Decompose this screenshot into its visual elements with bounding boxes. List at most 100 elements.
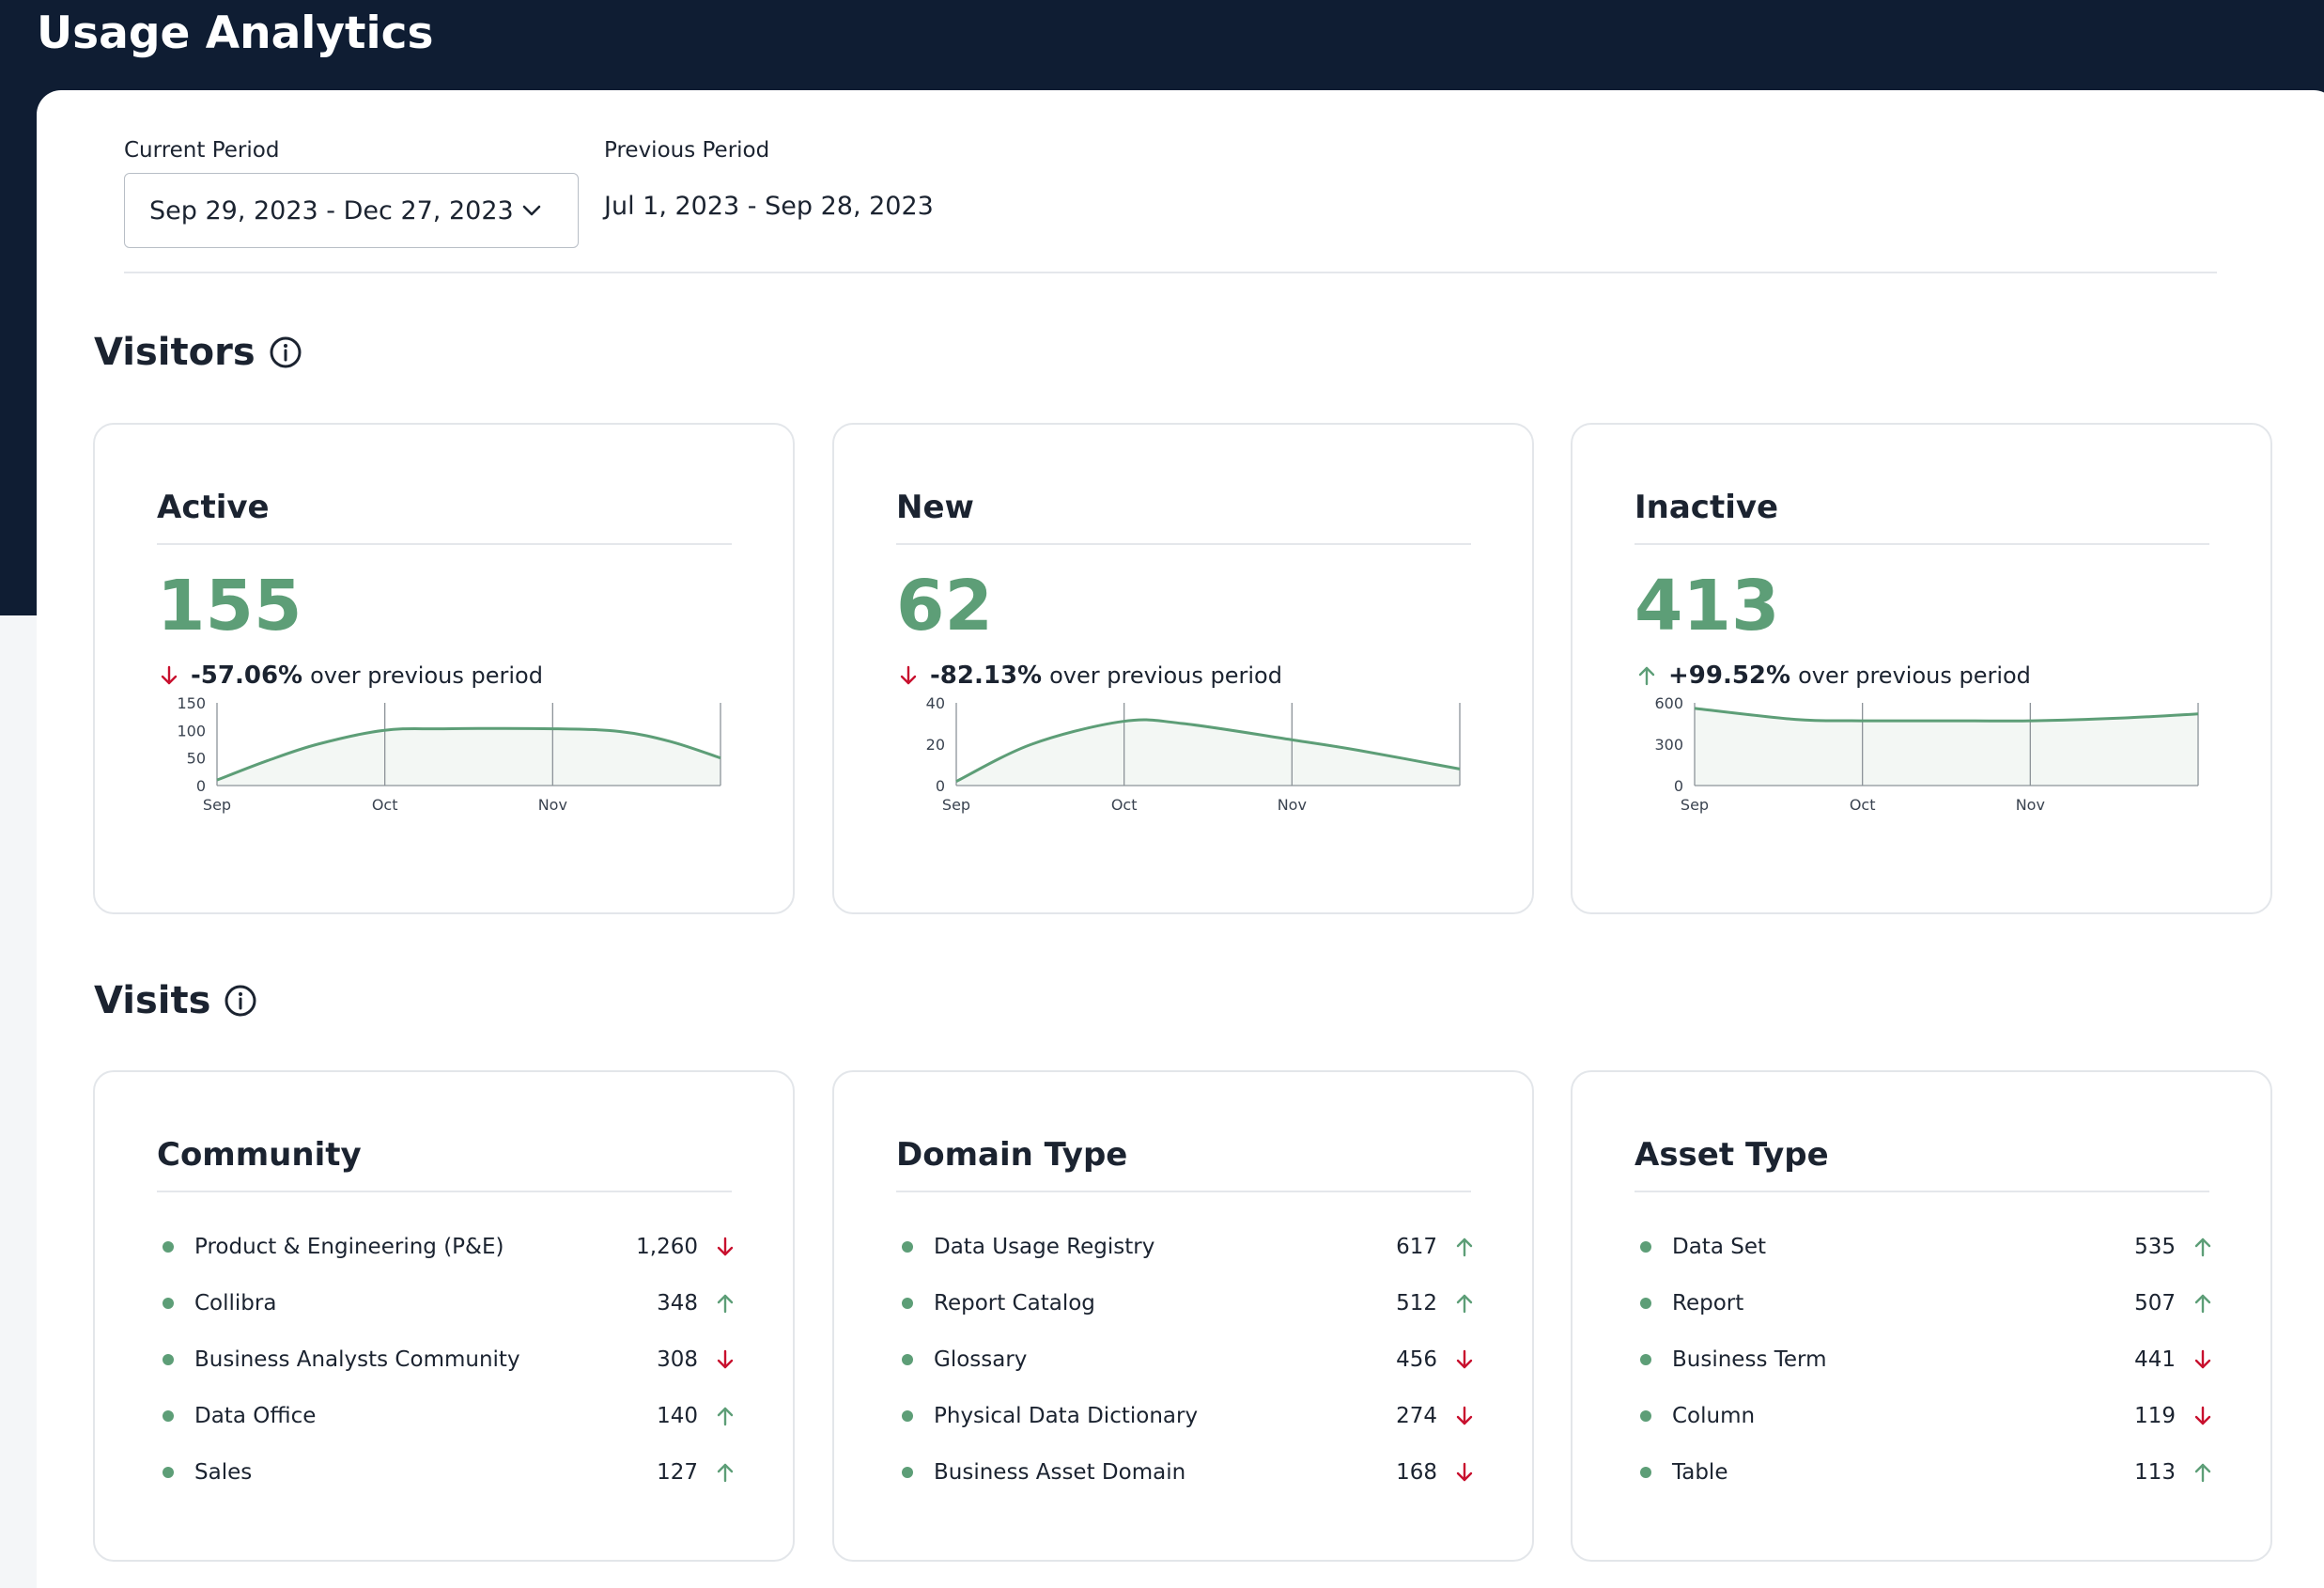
divider	[157, 1191, 732, 1192]
series-area	[217, 728, 720, 786]
bullet-dot	[902, 1410, 913, 1422]
arrow-down-icon	[161, 665, 178, 685]
item-count: 140	[657, 1404, 698, 1428]
list-item[interactable]: Business Term 441	[1635, 1331, 2213, 1388]
visits-list: Data Set 535 Report 507 Business Term 441 Colu…	[1635, 1219, 2213, 1501]
visits-list: Product & Engineering (P&E) 1,260 Collibra…	[157, 1219, 736, 1501]
current-period-value: Sep 29, 2023 - Dec 27, 2023	[149, 195, 514, 226]
x-tick-label: Sep	[203, 796, 231, 814]
change-row: -82.13% over previous period	[898, 662, 1282, 690]
current-period-group: Current Period	[124, 138, 279, 163]
visitor-card-new: New 62 -82.13% over previous period 40 20 0 Sep…	[832, 423, 1534, 914]
current-period-label: Current Period	[124, 138, 280, 163]
arrow-down-icon	[2194, 1406, 2211, 1425]
arrow-up-icon	[1456, 1238, 1473, 1257]
item-count: 512	[1396, 1291, 1437, 1316]
list-item[interactable]: Data Office 140	[157, 1388, 736, 1444]
list-item[interactable]: Report 507	[1635, 1275, 2213, 1331]
item-count: 456	[1396, 1347, 1437, 1372]
list-item[interactable]: Data Usage Registry 617	[896, 1219, 1475, 1275]
bullet-dot	[163, 1241, 174, 1253]
list-item[interactable]: Column 119	[1635, 1388, 2213, 1444]
item-label: Business Asset Domain	[934, 1460, 1186, 1485]
arrow-up-icon	[717, 1407, 734, 1426]
visitor-card-inactive: Inactive 413 +99.52% over previous period 60…	[1571, 423, 2272, 914]
list-item[interactable]: Data Set 535	[1635, 1219, 2213, 1275]
list-item[interactable]: Collibra 348	[157, 1275, 736, 1331]
x-tick-label: Sep	[942, 796, 970, 814]
arrow-down-icon	[1456, 1406, 1473, 1425]
previous-period-label: Previous Period	[604, 138, 770, 163]
arrow-up-icon	[717, 1463, 734, 1483]
info-icon[interactable]	[269, 335, 302, 369]
item-count: 127	[657, 1460, 698, 1485]
visits-card-domain-type: Domain Type Data Usage Registry 617 Report …	[832, 1070, 1534, 1562]
x-tick-label: Nov	[1278, 796, 1307, 814]
item-label: Physical Data Dictionary	[934, 1404, 1199, 1428]
change-row: -57.06% over previous period	[159, 662, 543, 690]
change-suffix: over previous period	[310, 662, 543, 689]
divider	[157, 543, 732, 545]
visits-card-asset-type: Asset Type Data Set 535 Report 507 Business T…	[1571, 1070, 2272, 1562]
metric-value: 155	[157, 566, 302, 646]
series-area	[956, 720, 1460, 786]
arrow-down-icon	[2194, 1349, 2211, 1369]
item-count: 168	[1396, 1460, 1437, 1485]
list-item[interactable]: Business Analysts Community 308	[157, 1331, 736, 1388]
arrow-up-icon	[2194, 1463, 2211, 1483]
change-row: +99.52% over previous period	[1636, 662, 2031, 690]
list-item[interactable]: Report Catalog 512	[896, 1275, 1475, 1331]
x-tick-label: Oct	[372, 796, 398, 814]
y-tick-label: 20	[926, 736, 945, 754]
item-count: 274	[1396, 1404, 1437, 1428]
item-count: 441	[2134, 1347, 2176, 1372]
card-title: Inactive	[1635, 489, 1779, 526]
arrow-down-icon	[1456, 1462, 1473, 1482]
y-tick-label: 0	[1674, 777, 1683, 795]
y-tick-label: 150	[177, 697, 206, 712]
list-item[interactable]: Business Asset Domain 168	[896, 1444, 1475, 1501]
bullet-dot	[163, 1410, 174, 1422]
arrow-down-icon	[900, 665, 917, 685]
list-item[interactable]: Physical Data Dictionary 274	[896, 1388, 1475, 1444]
previous-period-group: Previous Period	[604, 138, 769, 163]
arrow-up-icon	[1456, 1294, 1473, 1314]
list-item[interactable]: Product & Engineering (P&E) 1,260	[157, 1219, 736, 1275]
item-label: Business Analysts Community	[194, 1347, 520, 1372]
item-label: Collibra	[194, 1291, 277, 1316]
info-icon[interactable]	[224, 984, 257, 1018]
item-count: 617	[1396, 1235, 1437, 1259]
item-label: Table	[1672, 1460, 1728, 1485]
list-item[interactable]: Table 113	[1635, 1444, 2213, 1501]
x-tick-label: Oct	[1111, 796, 1138, 814]
divider	[896, 1191, 1471, 1192]
bullet-dot	[1640, 1410, 1651, 1422]
item-count: 119	[2134, 1404, 2176, 1428]
item-label: Product & Engineering (P&E)	[194, 1235, 504, 1259]
bullet-dot	[163, 1298, 174, 1309]
visits-list: Data Usage Registry 617 Report Catalog 512 G…	[896, 1219, 1475, 1501]
item-count: 348	[657, 1291, 698, 1316]
card-title: Asset Type	[1635, 1136, 1829, 1174]
item-label: Report	[1672, 1291, 1744, 1316]
series-area	[1695, 708, 2198, 786]
y-tick-label: 300	[1654, 736, 1683, 754]
list-item[interactable]: Glossary 456	[896, 1331, 1475, 1388]
bullet-dot	[1640, 1467, 1651, 1478]
list-item[interactable]: Sales 127	[157, 1444, 736, 1501]
item-label: Data Usage Registry	[934, 1235, 1155, 1259]
y-tick-label: 0	[936, 777, 945, 795]
current-period-select[interactable]: Sep 29, 2023 - Dec 27, 2023	[124, 173, 579, 248]
item-count: 1,260	[636, 1235, 698, 1259]
bullet-dot	[902, 1467, 913, 1478]
visits-card-community: Community Product & Engineering (P&E) 1,26…	[93, 1070, 795, 1562]
bullet-dot	[902, 1298, 913, 1309]
card-title: New	[896, 489, 974, 526]
divider	[896, 543, 1471, 545]
item-label: Data Set	[1672, 1235, 1766, 1259]
item-label: Data Office	[194, 1404, 317, 1428]
x-tick-label: Nov	[538, 796, 567, 814]
series-line	[216, 726, 721, 782]
item-label: Glossary	[934, 1347, 1028, 1372]
